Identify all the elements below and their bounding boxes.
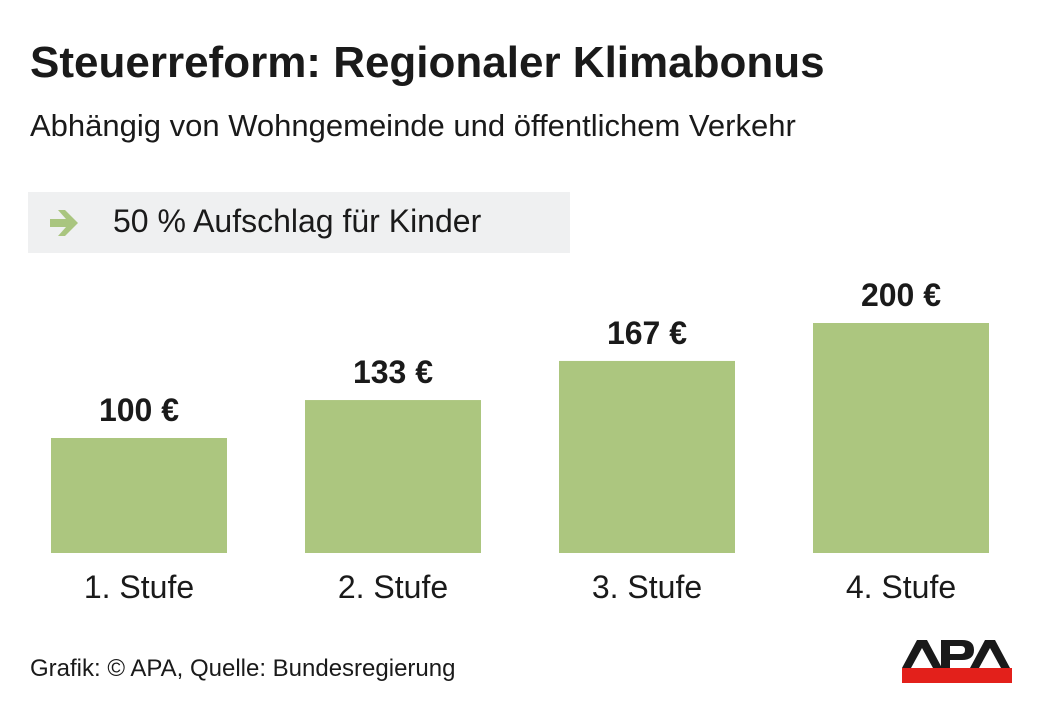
source-credit: Grafik: © APA, Quelle: Bundesregierung: [30, 655, 456, 682]
chart-subtitle: Abhängig von Wohngemeinde und öffentlich…: [30, 108, 796, 143]
category-label: 4. Stufe: [846, 569, 956, 605]
category-label: 2. Stufe: [338, 569, 448, 605]
bar: [51, 438, 227, 553]
apa-logo: [902, 640, 1012, 683]
bar-chart: 100 € 1. Stufe 133 € 2. Stufe 167 € 3. Stufe 2…: [51, 277, 989, 605]
note-text: 50 % Aufschlag für Kinder: [113, 203, 482, 239]
note-box: 50 % Aufschlag für Kinder: [28, 192, 570, 253]
data-label: 167 €: [607, 315, 687, 351]
category-label: 3. Stufe: [592, 569, 702, 605]
bar: [305, 400, 481, 553]
chart-title: Steuerreform: Regionaler Klimabonus: [30, 38, 825, 87]
data-label: 100 €: [99, 392, 179, 428]
arrow-right-icon: [50, 210, 78, 236]
data-label: 200 €: [861, 277, 941, 313]
bar: [559, 360, 735, 553]
bar: [813, 323, 989, 553]
category-label: 1. Stufe: [84, 569, 194, 605]
data-label: 133 €: [353, 354, 433, 390]
